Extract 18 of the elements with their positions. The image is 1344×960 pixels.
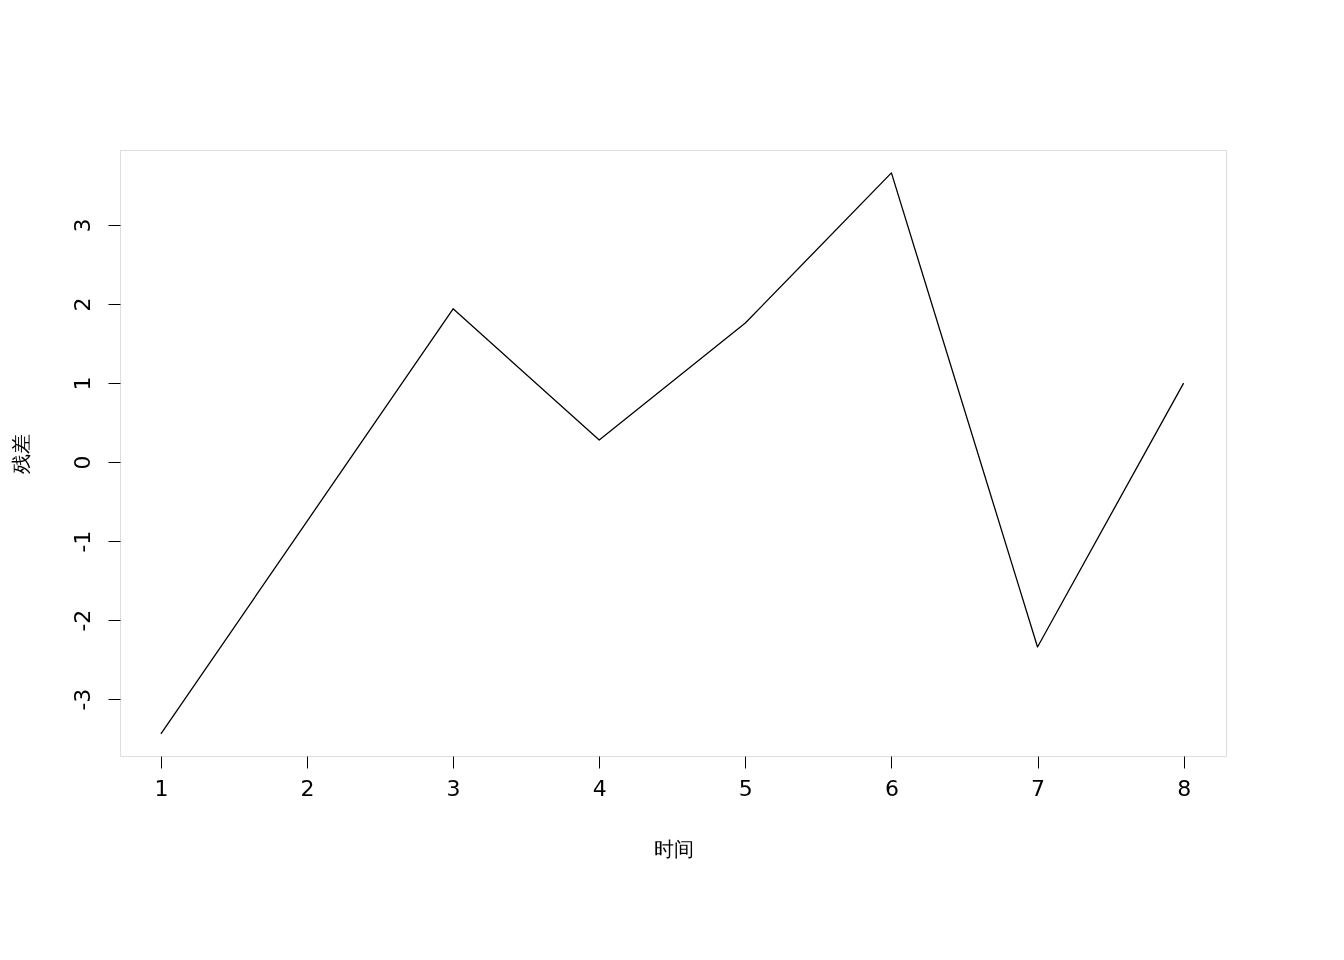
y-axis-title: 残差 xyxy=(8,433,33,474)
x-tick-label: 6 xyxy=(884,775,899,801)
x-tick-label: 2 xyxy=(300,775,315,801)
x-tick-label: 3 xyxy=(446,775,461,801)
x-tick-label: 4 xyxy=(592,775,607,801)
y-tick-label: 3 xyxy=(69,218,95,233)
y-tick-label: 2 xyxy=(69,297,95,312)
y-tick-label: 0 xyxy=(69,455,95,470)
x-tick-label: 5 xyxy=(738,775,753,801)
x-tick-label: 1 xyxy=(154,775,169,801)
y-tick-label: 1 xyxy=(69,376,95,391)
x-tick-label: 8 xyxy=(1177,775,1192,801)
x-tick-label: 7 xyxy=(1031,775,1046,801)
y-tick-label: -3 xyxy=(69,688,95,711)
x-axis-title: 时间 xyxy=(653,836,694,861)
line-series xyxy=(160,172,1185,735)
y-tick-label: -1 xyxy=(69,530,95,553)
y-tick-label: -2 xyxy=(69,609,95,632)
